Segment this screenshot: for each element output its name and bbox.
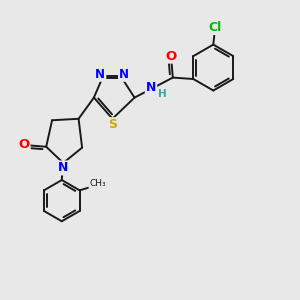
Text: O: O	[166, 50, 177, 63]
Text: CH₃: CH₃	[89, 179, 106, 188]
Text: O: O	[18, 139, 29, 152]
Text: H: H	[158, 89, 166, 99]
Text: N: N	[146, 81, 156, 94]
Text: Cl: Cl	[208, 21, 221, 34]
Text: N: N	[95, 68, 105, 81]
Text: N: N	[58, 161, 68, 175]
Text: N: N	[119, 68, 129, 81]
Text: S: S	[108, 118, 117, 131]
